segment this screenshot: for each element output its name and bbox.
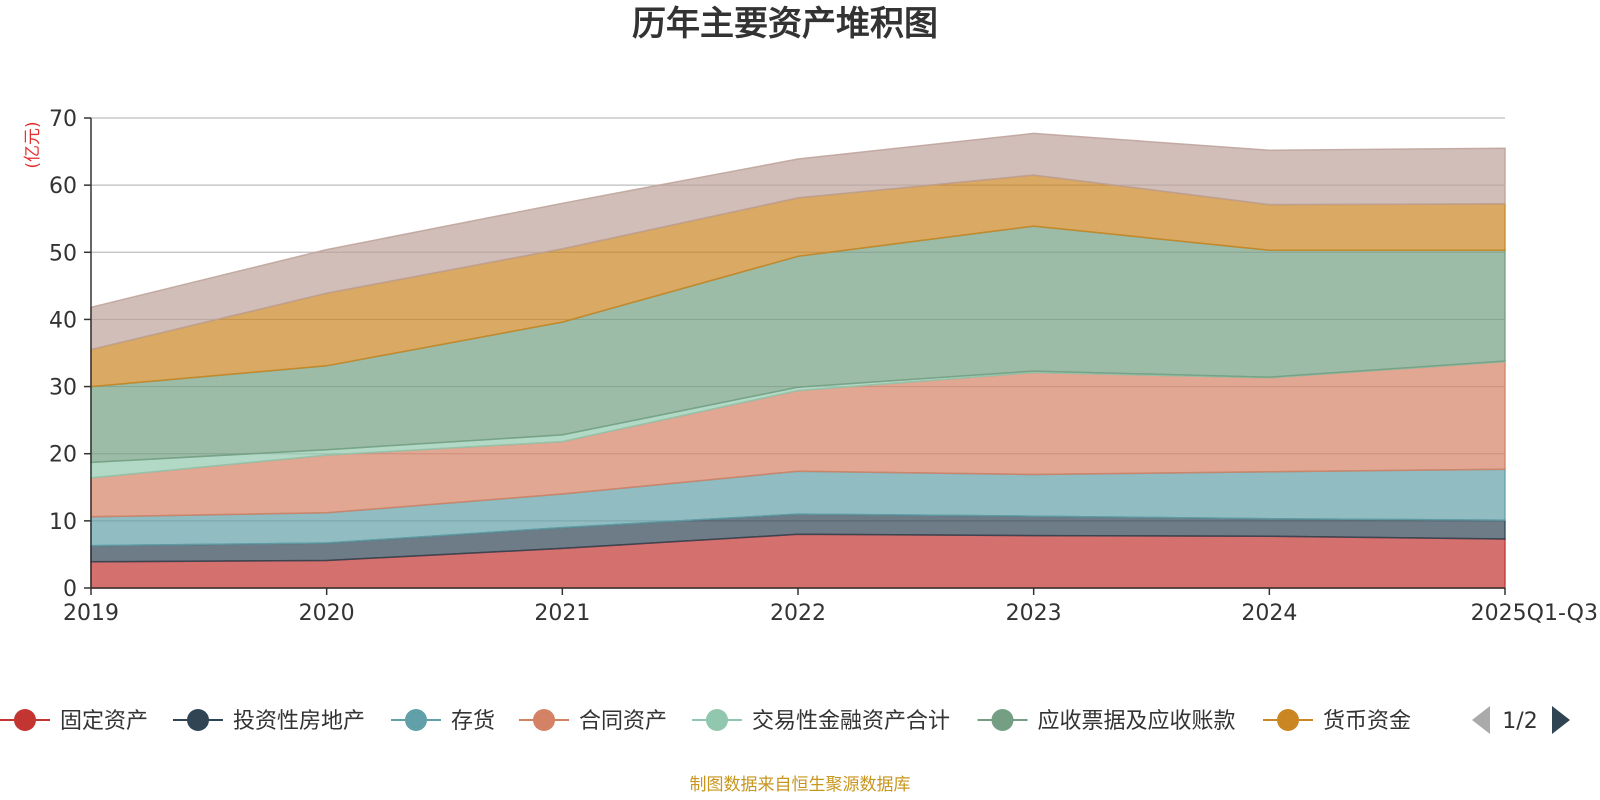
x-tick-label: 2025Q1-Q3	[1471, 601, 1598, 626]
y-tick-label: 50	[49, 241, 77, 266]
legend-label: 交易性金融资产合计	[752, 709, 950, 734]
legend-item-0[interactable]: 固定资产	[0, 709, 148, 734]
legend-marker-icon	[187, 709, 209, 731]
legend-label: 固定资产	[60, 709, 148, 734]
legend-label: 投资性房地产	[233, 709, 365, 734]
legend-label: 应收票据及应收账款	[1038, 709, 1236, 734]
legend-next-page-icon[interactable]	[1552, 706, 1570, 734]
axes: 0 10 20 30 40 50 60 70 2019 2020 2021 2022 2023 2024 2…	[49, 107, 1598, 626]
legend-label: 合同资产	[579, 709, 667, 734]
y-tick-label: 10	[49, 510, 77, 535]
legend-marker-icon	[1277, 709, 1299, 731]
legend-item-4[interactable]: 交易性金融资产合计	[692, 709, 950, 734]
legend-label: 货币资金	[1323, 709, 1411, 734]
legend-item-6[interactable]: 货币资金	[1263, 709, 1411, 734]
y-axis-unit-label: (亿元)	[23, 121, 43, 168]
legend-item-3[interactable]: 合同资产	[519, 709, 667, 734]
legend[interactable]: 固定资产 投资性房地产 存货 合同资产 交易性金融资产合计 应收票据及应收账款 货币资金 1/…	[0, 706, 1570, 734]
legend-item-2[interactable]: 存货	[391, 709, 495, 734]
x-tick-label: 2023	[1006, 601, 1062, 626]
y-tick-label: 20	[49, 443, 77, 468]
data-source-note: 制图数据来自恒生聚源数据库	[690, 775, 911, 795]
y-tick-label: 70	[49, 107, 77, 132]
area-series-group	[90, 132, 1506, 589]
legend-marker-icon	[991, 709, 1014, 731]
legend-page-indicator: 1/2	[1502, 709, 1537, 734]
area-series-7[interactable]	[90, 132, 1506, 351]
legend-prev-page-icon[interactable]	[1472, 706, 1490, 734]
legend-marker-icon	[14, 709, 36, 731]
legend-item-1[interactable]: 投资性房地产	[173, 709, 365, 734]
legend-marker-icon	[405, 709, 427, 731]
x-tick-label: 2021	[534, 601, 590, 626]
chart-title: 历年主要资产堆积图	[632, 4, 938, 44]
x-tick-label: 2024	[1241, 601, 1297, 626]
y-tick-label: 30	[49, 376, 77, 401]
y-tick-label: 40	[49, 308, 77, 333]
legend-marker-icon	[533, 709, 555, 731]
x-tick-label: 2022	[770, 601, 826, 626]
y-tick-label: 0	[63, 577, 77, 602]
legend-marker-icon	[706, 709, 728, 731]
legend-label: 存货	[451, 709, 495, 734]
x-tick-label: 2020	[299, 601, 355, 626]
x-tick-label: 2019	[63, 601, 119, 626]
legend-item-5[interactable]: 应收票据及应收账款	[977, 709, 1236, 734]
y-tick-label: 60	[49, 174, 77, 199]
